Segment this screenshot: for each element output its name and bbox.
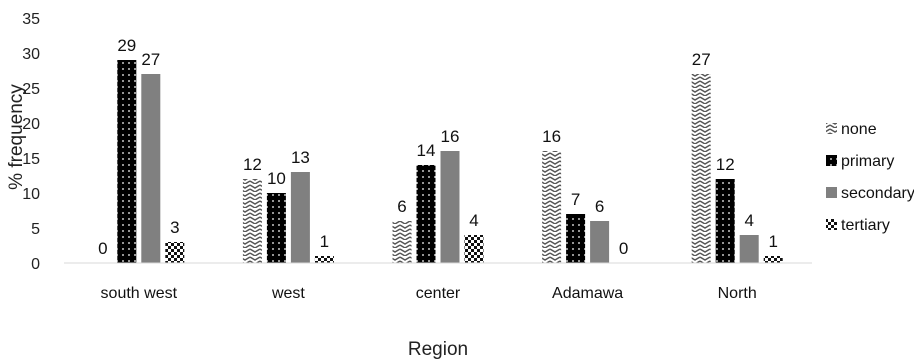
data-label: 6 [397, 197, 406, 216]
legend-swatch-none [826, 123, 837, 134]
data-label: 4 [469, 211, 478, 230]
bar-tertiary-south-west [165, 242, 185, 263]
bar-secondary-south-west [141, 74, 161, 263]
bar-tertiary-center [464, 235, 484, 263]
x-tick-label: south west [101, 285, 178, 302]
data-label: 3 [170, 218, 179, 237]
legend-label-secondary: secondary [841, 185, 914, 202]
data-label: 16 [542, 127, 561, 146]
bar-primary-north [715, 179, 735, 263]
x-tick-label: Adamawa [552, 285, 623, 302]
legend-label-none: none [841, 121, 877, 138]
data-label: 10 [267, 169, 286, 188]
bar-primary-west [266, 193, 286, 263]
data-label: 0 [98, 239, 107, 258]
data-label: 1 [768, 232, 777, 251]
data-label: 13 [291, 148, 310, 167]
y-axis-title: % frequency [6, 84, 27, 190]
bars [117, 60, 783, 263]
bar-tertiary-north [763, 256, 783, 263]
bar-secondary-center [440, 151, 460, 263]
y-tick-label: 0 [31, 256, 40, 273]
legend-swatch-tertiary [826, 219, 837, 230]
bar-secondary-adamawa [590, 221, 610, 263]
bar-secondary-west [290, 172, 310, 263]
data-label: 27 [692, 50, 711, 69]
x-axis-title: Region [408, 339, 468, 360]
data-label: 6 [595, 197, 604, 216]
bar-none-north [691, 74, 711, 263]
x-tick-label: west [271, 285, 305, 302]
y-tick-label: 35 [22, 11, 40, 28]
y-tick-label: 20 [22, 116, 40, 133]
data-label: 0 [619, 239, 628, 258]
legend-swatch-primary [826, 155, 837, 166]
data-label: 7 [571, 190, 580, 209]
legend-label-tertiary: tertiary [841, 217, 890, 234]
data-label: 16 [441, 127, 460, 146]
y-tick-label: 25 [22, 81, 40, 98]
bar-primary-south-west [117, 60, 137, 263]
y-tick-label: 5 [31, 221, 40, 238]
bar-primary-adamawa [566, 214, 586, 263]
data-label: 12 [243, 155, 262, 174]
x-tick-label: North [718, 285, 757, 302]
data-label: 27 [141, 50, 160, 69]
data-label: 4 [744, 211, 753, 230]
bar-none-center [392, 221, 412, 263]
bar-tertiary-west [314, 256, 334, 263]
legend-label-primary: primary [841, 153, 894, 170]
y-tick-label: 10 [22, 186, 40, 203]
y-tick-label: 30 [22, 46, 40, 63]
data-label: 14 [417, 141, 436, 160]
bar-primary-center [416, 165, 436, 263]
x-tick-label: center [416, 285, 461, 302]
bar-none-adamawa [542, 151, 562, 263]
legend: none primary secondary tertiary [826, 121, 914, 234]
legend-swatch-secondary [826, 187, 837, 198]
x-axis-ticks: south west west center Adamawa North [101, 285, 757, 302]
bar-secondary-north [739, 235, 759, 263]
y-tick-label: 15 [22, 151, 40, 168]
y-axis-ticks: 0 5 10 15 20 25 30 35 [22, 11, 40, 273]
data-label: 12 [716, 155, 735, 174]
data-label: 29 [117, 36, 136, 55]
bar-none-west [242, 179, 262, 263]
data-label: 1 [320, 232, 329, 251]
